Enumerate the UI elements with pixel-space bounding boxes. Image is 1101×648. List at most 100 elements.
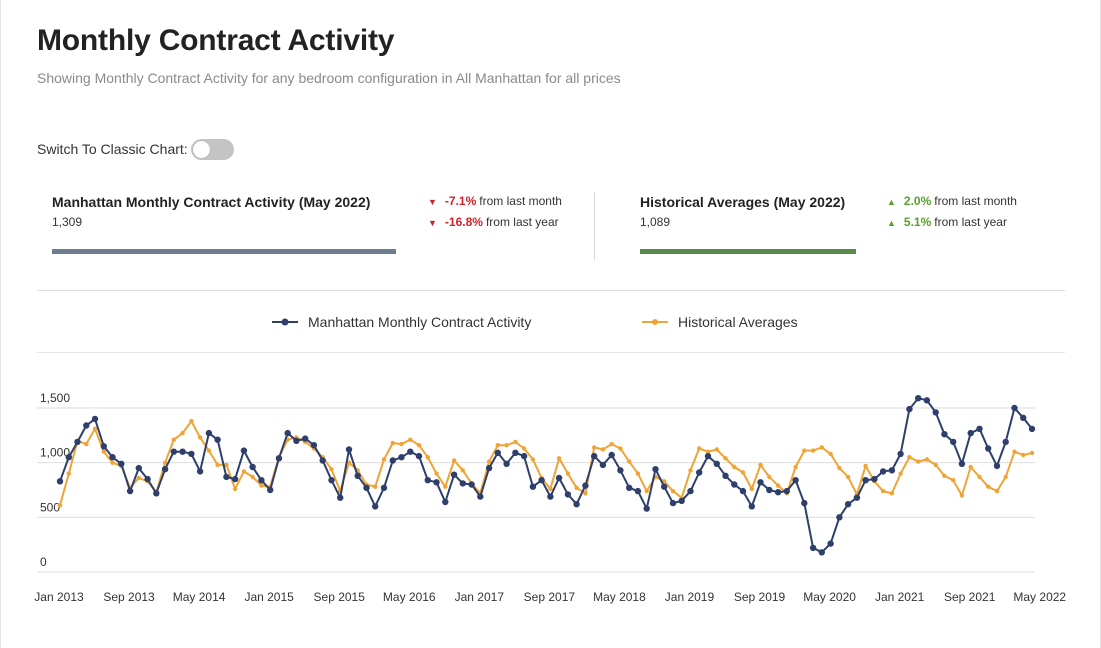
data-point-contract-activity [74, 438, 81, 446]
x-tick-label: May 2014 [173, 590, 226, 604]
data-point-contract-activity [906, 405, 913, 413]
data-point-contract-activity [591, 452, 598, 460]
data-point-historical-averages [66, 471, 72, 476]
data-point-contract-activity [809, 544, 817, 552]
data-point-contract-activity [83, 422, 90, 429]
data-point-historical-averages [171, 437, 176, 442]
data-point-historical-averages [425, 455, 430, 460]
data-point-historical-averages [583, 491, 588, 496]
data-point-historical-averages [110, 460, 115, 465]
data-point-contract-activity [512, 449, 519, 456]
legend-item-historical-averages[interactable]: Historical Averages [642, 312, 798, 332]
data-point-historical-averages [530, 457, 536, 462]
primary-month-change: ▼ -7.1% from last month [428, 194, 562, 208]
data-point-historical-averages [224, 462, 229, 468]
data-point-contract-activity [319, 457, 326, 464]
data-point-historical-averages [434, 471, 439, 476]
data-point-contract-activity [442, 498, 449, 506]
data-point-contract-activity [783, 487, 790, 495]
data-point-historical-averages [697, 446, 702, 451]
data-point-contract-activity [354, 472, 361, 479]
secondary-stat-title: Historical Averages (May 2022) [640, 194, 846, 210]
data-point-historical-averages [793, 464, 798, 470]
data-point-contract-activity [153, 490, 160, 497]
section-divider [37, 290, 1065, 291]
data-point-historical-averages [627, 459, 632, 464]
classic-chart-toggle[interactable] [190, 138, 234, 160]
data-point-historical-averages [136, 475, 141, 481]
x-tick-label: May 2018 [593, 590, 646, 604]
x-tick-label: May 2020 [803, 590, 856, 604]
data-point-contract-activity [223, 473, 230, 481]
data-point-contract-activity [696, 469, 703, 476]
data-point-historical-averages [898, 471, 903, 476]
data-point-historical-averages [101, 449, 107, 454]
data-point-contract-activity [302, 435, 309, 442]
data-point-historical-averages [521, 446, 527, 451]
data-point-contract-activity [678, 497, 685, 505]
data-point-contract-activity [897, 450, 904, 458]
data-point-historical-averages [837, 465, 842, 471]
x-tick-label: Jan 2015 [244, 590, 294, 604]
data-point-contract-activity [713, 460, 720, 467]
data-point-contract-activity [792, 477, 799, 484]
data-point-contract-activity [958, 460, 966, 467]
x-tick-label: Jan 2017 [455, 590, 505, 604]
secondary-year-label: from last year [934, 215, 1007, 229]
data-point-contract-activity [547, 493, 554, 500]
data-point-contract-activity [205, 429, 213, 437]
data-point-historical-averages [180, 430, 185, 436]
data-point-contract-activity [398, 454, 405, 461]
data-point-historical-averages [232, 486, 238, 492]
secondary-year-pct: 5.1% [903, 215, 932, 229]
data-point-contract-activity [818, 549, 825, 556]
data-point-historical-averages [924, 457, 930, 462]
data-point-contract-activity [1028, 425, 1036, 433]
data-point-historical-averages [705, 449, 711, 454]
data-point-contract-activity [100, 443, 108, 450]
data-point-contract-activity [871, 475, 878, 483]
data-point-contract-activity [661, 483, 668, 490]
data-point-contract-activity [494, 449, 501, 456]
data-point-contract-activity [950, 438, 957, 446]
data-point-historical-averages [197, 435, 203, 440]
data-point-contract-activity [231, 475, 239, 483]
data-point-historical-averages [574, 485, 579, 490]
data-point-historical-averages [57, 503, 63, 508]
x-tick-label: Sep 2019 [734, 590, 786, 604]
data-point-historical-averages [373, 484, 378, 489]
data-point-historical-averages [977, 474, 982, 480]
legend-line-dot-icon [642, 319, 668, 325]
primary-stat-value: 1,309 [52, 215, 83, 229]
data-point-contract-activity [275, 455, 283, 462]
data-point-historical-averages [460, 468, 465, 473]
data-point-historical-averages [942, 473, 947, 478]
data-point-contract-activity [888, 467, 896, 474]
data-point-contract-activity [415, 452, 423, 460]
data-point-contract-activity [923, 397, 931, 404]
data-point-historical-averages [443, 484, 448, 489]
primary-year-pct: -16.8% [444, 215, 483, 229]
page-title: Monthly Contract Activity [37, 24, 395, 57]
data-point-historical-averages [758, 462, 763, 468]
x-tick-label: Jan 2021 [875, 590, 925, 604]
data-point-contract-activity [485, 464, 493, 472]
down-arrow-icon: ▼ [428, 218, 437, 228]
y-tick-label: 500 [40, 500, 60, 514]
primary-stat-bar [52, 249, 396, 254]
data-point-contract-activity [731, 481, 738, 488]
data-point-contract-activity [932, 409, 939, 416]
data-point-contract-activity [267, 486, 274, 494]
data-point-historical-averages [600, 447, 606, 452]
data-point-contract-activity [766, 486, 773, 494]
data-point-historical-averages [381, 457, 387, 462]
data-point-contract-activity [161, 466, 169, 473]
data-point-historical-averages [206, 448, 212, 453]
data-point-contract-activity [477, 493, 484, 500]
data-point-contract-activity [1020, 414, 1027, 421]
data-point-contract-activity [135, 464, 142, 472]
legend-item-contract-activity[interactable]: Manhattan Monthly Contract Activity [272, 312, 531, 332]
data-point-historical-averages [732, 464, 737, 470]
secondary-year-change: ▲ 5.1% from last year [887, 215, 1007, 229]
